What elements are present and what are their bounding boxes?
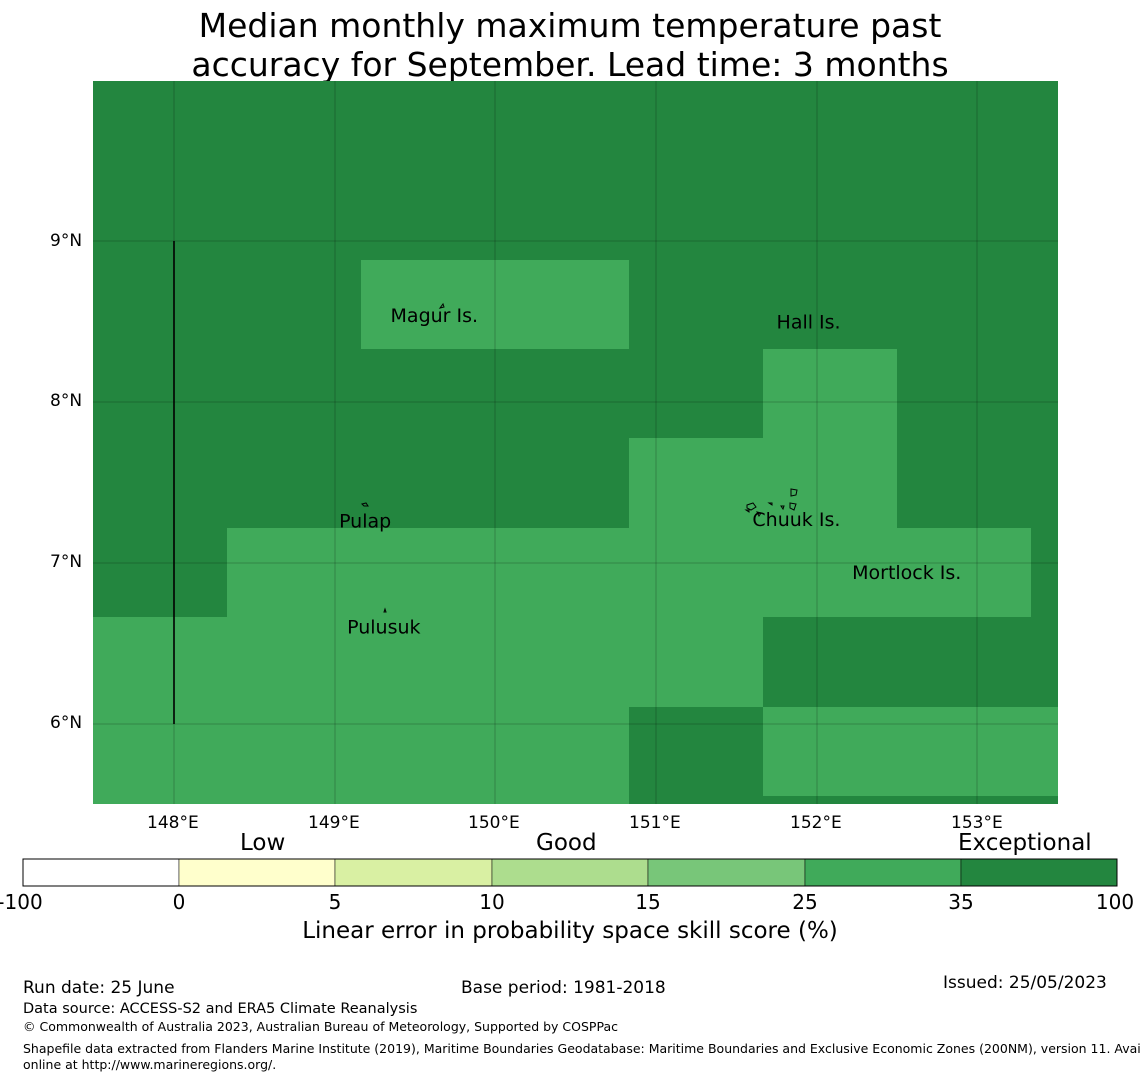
shapefile-credit-line-2: online at http://www.marineregions.org/. [23, 1057, 277, 1072]
legend-category-good: Good [536, 830, 597, 856]
lat-tick-8n: 8°N [50, 391, 83, 411]
island-outline [746, 502, 757, 511]
island-outline [790, 488, 798, 497]
lon-tick-152e: 152°E [790, 813, 842, 833]
map-title: Median monthly maximum temperature past … [0, 6, 1140, 84]
place-label-pulusuk: Pulusuk [347, 617, 420, 639]
colorbar-segment [647, 858, 806, 887]
good-skill-cell [629, 438, 764, 528]
map-plot-area: Magur Is. Hall Is. Pulap Chuuk Is. Mortlock … [93, 81, 1058, 804]
exceptional-skill-cell [629, 707, 763, 804]
lat-tick-9n: 9°N [50, 231, 83, 251]
map-title-line-2: accuracy for September. Lead time: 3 mon… [191, 45, 949, 84]
legend-tick-0: 0 [172, 890, 186, 914]
legend-tick-10: 10 [479, 890, 505, 914]
issued-date: Issued: 25/05/2023 [943, 973, 1107, 993]
lat-tick-7n: 7°N [50, 552, 83, 572]
legend-tick-minus-100: -100 [0, 890, 43, 914]
colorbar [22, 858, 1118, 887]
island-outline [361, 502, 369, 507]
island-outline [767, 502, 773, 506]
lon-tick-148e: 148°E [147, 813, 199, 833]
good-skill-cell [629, 528, 763, 707]
good-skill-cell [361, 260, 629, 349]
copyright: © Commonwealth of Australia 2023, Austra… [23, 1019, 618, 1034]
legend-category-exceptional: Exceptional [958, 830, 1092, 856]
lon-tick-149e: 149°E [308, 813, 360, 833]
island-outline [383, 607, 387, 613]
legend-tick-15: 15 [635, 890, 661, 914]
legend-category-low: Low [240, 830, 286, 856]
lon-tick-151e: 151°E [629, 813, 681, 833]
legend-tick-100: 100 [1095, 890, 1135, 914]
base-period: Base period: 1981-2018 [461, 978, 666, 998]
good-skill-cell [763, 349, 897, 528]
exceptional-skill-cell [763, 796, 897, 804]
good-skill-cell [227, 528, 629, 618]
legend-tick-25: 25 [792, 890, 818, 914]
place-label-magur-is: Magur Is. [391, 305, 479, 327]
legend-tick-35: 35 [948, 890, 974, 914]
map-title-line-1: Median monthly maximum temperature past [198, 6, 942, 45]
good-skill-cell [763, 528, 1031, 617]
island-outline [438, 302, 445, 309]
colorbar-segment [491, 858, 649, 887]
colorbar-title: Linear error in probability space skill … [302, 918, 838, 944]
colorbar-segment [804, 858, 962, 887]
place-label-chuuk-is: Chuuk Is. [752, 509, 840, 531]
colorbar-frame [22, 858, 1118, 887]
shapefile-credit-line-1: Shapefile data extracted from Flanders M… [23, 1041, 1140, 1056]
place-label-mortlock-is: Mortlock Is. [852, 562, 961, 584]
lat-tick-6n: 6°N [50, 713, 83, 733]
colorbar-segment [960, 858, 1118, 887]
run-date: Run date: 25 June [23, 978, 175, 998]
island-outline [744, 509, 750, 513]
island-outline [780, 505, 785, 511]
legend-tick-5: 5 [328, 890, 342, 914]
colorbar-segment [178, 858, 336, 887]
island-outline [756, 511, 762, 517]
place-label-hall-is: Hall Is. [777, 311, 841, 333]
colorbar-segment [22, 858, 180, 887]
place-label-pulap: Pulap [339, 511, 391, 533]
lon-tick-153e: 153°E [951, 813, 1003, 833]
island-outline [789, 502, 797, 511]
lon-tick-150e: 150°E [468, 813, 520, 833]
colorbar-segment [334, 858, 493, 887]
good-skill-cell [763, 707, 1058, 796]
data-source: Data source: ACCESS-S2 and ERA5 Climate … [23, 1001, 418, 1017]
good-skill-cell [93, 617, 629, 804]
